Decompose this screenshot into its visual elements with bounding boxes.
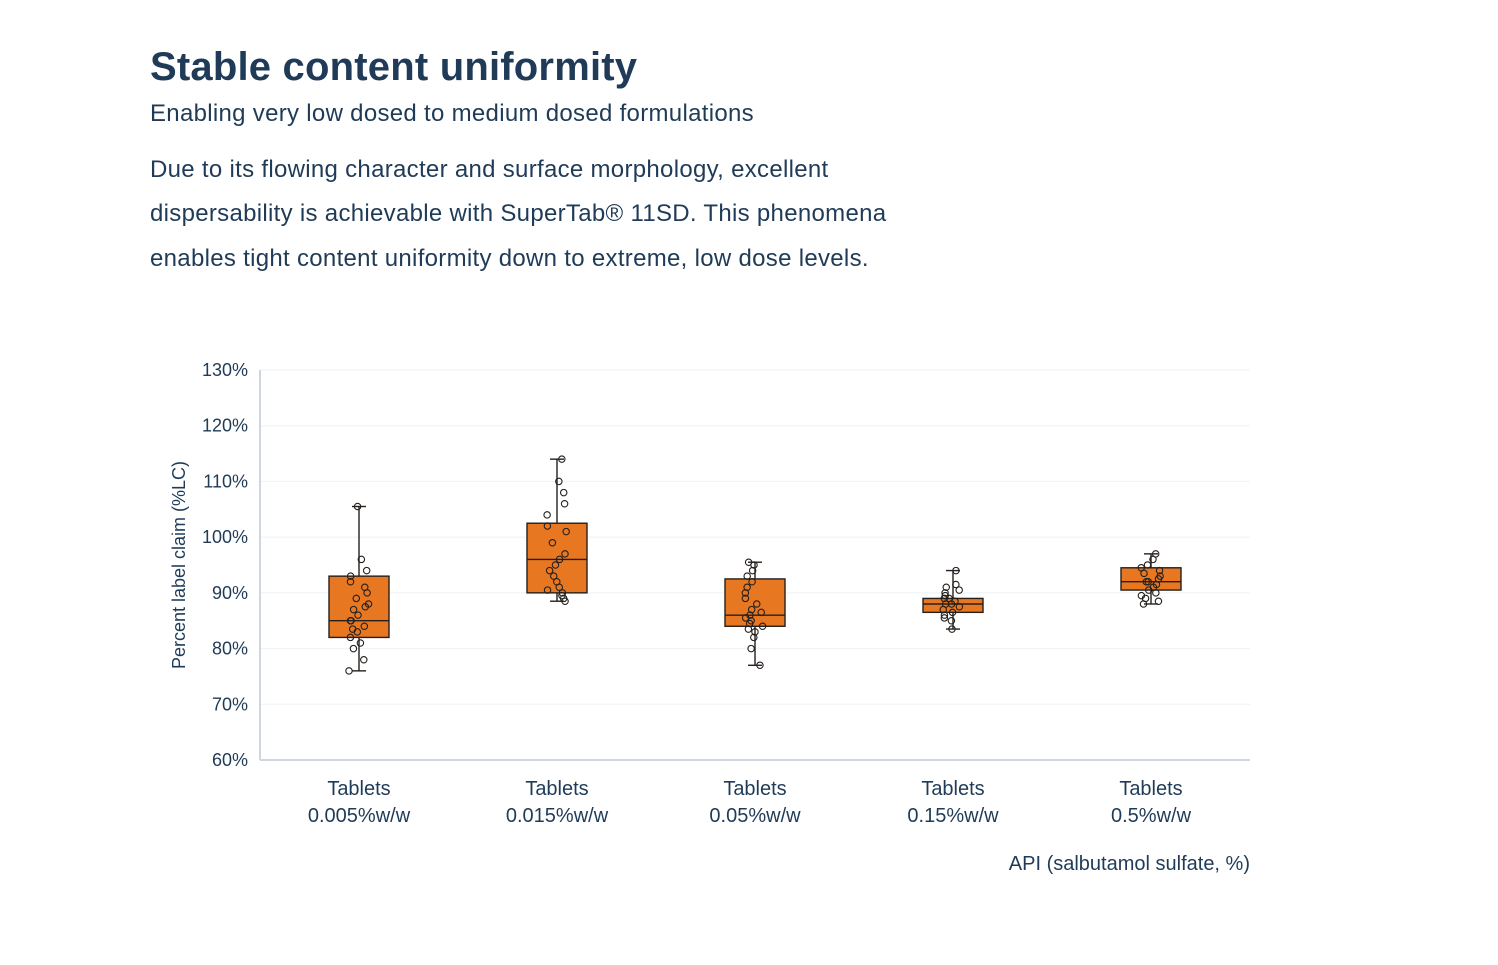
page-title: Stable content uniformity [150, 45, 1348, 90]
page-root: Stable content uniformity Enabling very … [0, 0, 1498, 965]
svg-text:0.5%w/w: 0.5%w/w [1111, 805, 1192, 827]
svg-text:0.05%w/w: 0.05%w/w [709, 805, 801, 827]
svg-text:Tablets: Tablets [525, 778, 588, 800]
svg-text:120%: 120% [202, 416, 248, 436]
boxplot-chart: 60% 70% 80% 90% 100% 110% 120% 130% Percent labe… [150, 360, 1280, 910]
body-text: Due to its flowing character and surface… [150, 148, 890, 281]
boxplot-svg: 60% 70% 80% 90% 100% 110% 120% 130% Percent labe… [150, 360, 1280, 910]
svg-text:130%: 130% [202, 360, 248, 380]
svg-text:70%: 70% [212, 694, 248, 714]
svg-text:Tablets: Tablets [1119, 778, 1182, 800]
svg-text:0.015%w/w: 0.015%w/w [506, 805, 609, 827]
page-subtitle: Enabling very low dosed to medium dosed … [150, 100, 1348, 128]
svg-text:90%: 90% [212, 583, 248, 603]
svg-text:60%: 60% [212, 750, 248, 770]
svg-text:0.15%w/w: 0.15%w/w [907, 805, 999, 827]
svg-text:100%: 100% [202, 527, 248, 547]
svg-text:0.005%w/w: 0.005%w/w [308, 805, 411, 827]
svg-text:Tablets: Tablets [723, 778, 786, 800]
svg-text:80%: 80% [212, 639, 248, 659]
svg-text:API (salbutamol sulfate, %): API (salbutamol sulfate, %) [1009, 853, 1250, 875]
svg-text:110%: 110% [203, 471, 248, 491]
svg-text:Tablets: Tablets [921, 778, 984, 800]
svg-text:Tablets: Tablets [327, 778, 390, 800]
svg-text:Percent label claim (%LC): Percent label claim (%LC) [169, 461, 189, 669]
